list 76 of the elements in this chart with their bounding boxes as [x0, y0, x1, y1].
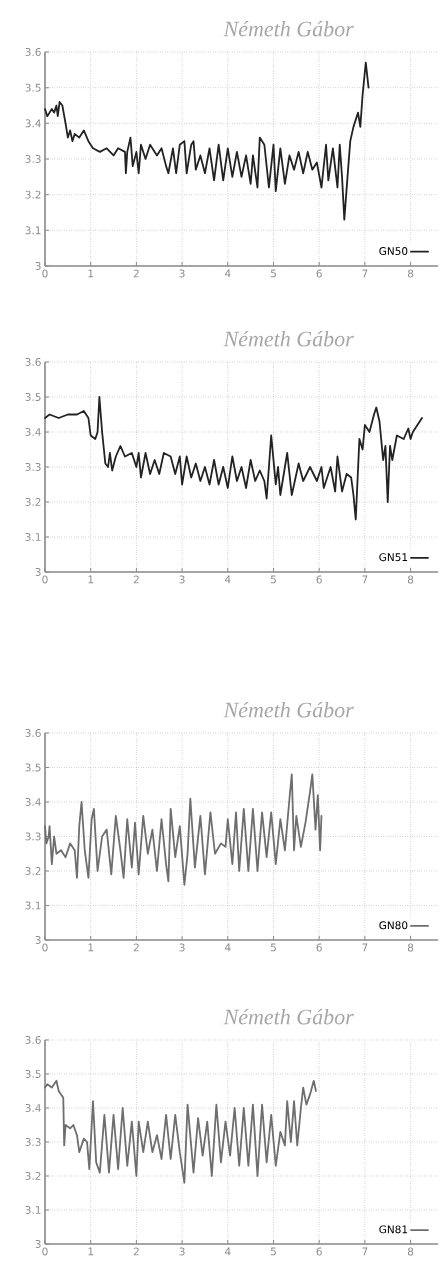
chart-title: Németh Gábor — [223, 701, 354, 718]
y-tick-label: 3.4 — [25, 798, 41, 806]
line-series — [44, 773, 323, 886]
x-tick-label: 8 — [407, 269, 414, 278]
y-tick-label: 3.5 — [25, 763, 41, 772]
x-tick-label: 1 — [88, 575, 94, 584]
y-tick-label: 3.5 — [25, 393, 41, 401]
x-tick-label: 0 — [42, 943, 48, 952]
x-tick-label: 2 — [133, 575, 139, 584]
x-tick-label: 3 — [179, 269, 185, 278]
y-tick-label: 3.4 — [25, 1104, 41, 1112]
x-tick-label: 4 — [224, 1247, 231, 1256]
x-tick-label: 5 — [270, 269, 276, 278]
x-tick-label: 2 — [133, 269, 139, 278]
x-tick-label: 6 — [316, 269, 322, 278]
y-tick-label: 3.4 — [25, 119, 41, 128]
x-tick-label: 6 — [316, 943, 322, 952]
y-tick-label: 3 — [35, 936, 41, 944]
y-tick-label: 3.6 — [25, 729, 41, 737]
legend-label: GN50 — [379, 247, 408, 256]
x-tick-label: 3 — [179, 575, 185, 584]
y-tick-label: 3 — [35, 568, 41, 576]
x-tick-label: 3 — [179, 943, 185, 952]
x-tick-label: 5 — [270, 1247, 276, 1256]
x-tick-label: 7 — [362, 1247, 368, 1256]
x-tick-label: 1 — [88, 943, 94, 952]
x-tick-label: 4 — [224, 269, 231, 278]
y-tick-label: 3.6 — [25, 1036, 41, 1044]
x-tick-label: 5 — [270, 943, 276, 952]
legend-label: GN81 — [379, 1225, 408, 1234]
y-tick-label: 3.6 — [25, 48, 41, 56]
y-tick-label: 3.2 — [25, 190, 41, 199]
y-tick-label: 3.1 — [25, 533, 41, 541]
line-series — [44, 61, 370, 221]
y-tick-label: 3.5 — [25, 1070, 41, 1078]
y-tick-label: 3 — [35, 262, 41, 270]
x-tick-label: 7 — [362, 943, 368, 952]
y-tick-label: 3.2 — [25, 498, 41, 506]
x-tick-label: 4 — [224, 943, 231, 952]
x-tick-label: 5 — [270, 575, 276, 584]
chart-title: Németh Gábor — [223, 1008, 354, 1025]
y-tick-label: 3.4 — [25, 428, 41, 436]
y-tick-label: 3.1 — [25, 226, 41, 235]
y-tick-label: 3.2 — [25, 1172, 41, 1180]
y-tick-label: 3.6 — [25, 358, 41, 366]
legend-label: GN51 — [379, 553, 408, 562]
y-tick-label: 3.3 — [25, 1138, 41, 1146]
y-tick-label: 3.3 — [25, 832, 41, 841]
y-tick-label: 3.2 — [25, 867, 41, 875]
chart-title: Németh Gábor — [223, 330, 354, 347]
chart-title: Németh Gábor — [223, 20, 354, 37]
x-tick-label: 3 — [179, 1247, 185, 1256]
x-tick-label: 8 — [407, 1247, 414, 1256]
line-series — [44, 1079, 317, 1184]
y-tick-label: 3.3 — [25, 155, 41, 163]
x-tick-label: 1 — [88, 1247, 94, 1256]
x-tick-label: 6 — [316, 1247, 322, 1256]
x-tick-label: 6 — [316, 575, 322, 584]
y-tick-label: 3.3 — [25, 463, 41, 471]
line-series — [44, 396, 423, 521]
y-tick-label: 3.1 — [25, 901, 41, 910]
x-tick-label: 2 — [133, 1247, 139, 1256]
y-tick-label: 3.1 — [25, 1206, 41, 1214]
y-tick-label: 3.5 — [25, 83, 41, 92]
legend-label: GN80 — [379, 921, 408, 930]
x-tick-label: 7 — [362, 575, 368, 584]
x-tick-label: 0 — [42, 575, 48, 584]
x-tick-label: 8 — [407, 575, 414, 584]
x-tick-label: 7 — [362, 269, 368, 278]
y-tick-label: 3 — [35, 1240, 41, 1248]
x-tick-label: 4 — [224, 575, 231, 584]
x-tick-label: 1 — [88, 269, 94, 278]
x-tick-label: 0 — [42, 1247, 48, 1256]
x-tick-label: 2 — [133, 943, 139, 952]
x-tick-label: 0 — [42, 269, 48, 278]
x-tick-label: 8 — [407, 943, 414, 952]
